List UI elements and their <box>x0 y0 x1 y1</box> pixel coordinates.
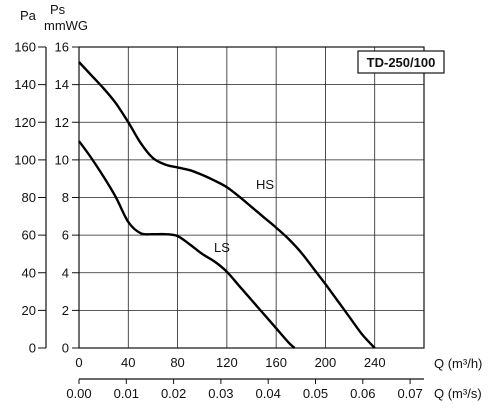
x-tick-label-m3s: 0.02 <box>161 386 186 401</box>
x-tick-label-m3h: 40 <box>121 355 135 370</box>
y-tick-label-mmwg: 6 <box>62 228 69 243</box>
x-tick-label-m3h: 160 <box>265 355 287 370</box>
x-tick-label-m3s: 0.00 <box>66 386 91 401</box>
y-tick-label-pa: 20 <box>22 303 36 318</box>
x-tick-label-m3h: 240 <box>364 355 386 370</box>
y-tick-label-mmwg: 8 <box>62 190 69 205</box>
x-tick-label-m3h: 80 <box>170 355 184 370</box>
curve-hs <box>78 61 376 349</box>
x-tick-label-m3s: 0.07 <box>397 386 422 401</box>
series-label-ls: LS <box>214 240 230 255</box>
curves <box>78 61 376 349</box>
y-tick-label-mmwg: 2 <box>62 303 69 318</box>
y-tick-label-mmwg: 4 <box>62 265 69 280</box>
y-tick-label-pa: 40 <box>22 265 36 280</box>
y-tick-label-pa: 0 <box>29 341 36 356</box>
y-tick-label-pa: 160 <box>14 40 36 55</box>
y-tick-label-pa: 60 <box>22 228 36 243</box>
y-tick-label-pa: 80 <box>22 190 36 205</box>
x-axis-label-m3s: Q (m³/s) <box>434 386 482 401</box>
x-axis-label-m3h: Q (m³/h) <box>434 356 482 371</box>
x-tick-label-m3s: 0.06 <box>350 386 375 401</box>
y-axis-label-mmwg: mmWG <box>44 18 88 33</box>
x-tick-label-m3s: 0.04 <box>256 386 281 401</box>
y-tick-label-mmwg: 14 <box>55 77 69 92</box>
y-tick-label-pa: 100 <box>14 152 36 167</box>
x-tick-label-m3h: 200 <box>315 355 337 370</box>
x-tick-label-m3s: 0.03 <box>208 386 233 401</box>
y-tick-label-mmwg: 16 <box>55 40 69 55</box>
grid <box>79 47 424 348</box>
x-tick-label-m3h: 120 <box>216 355 238 370</box>
y-tick-label-pa: 120 <box>14 115 36 130</box>
y-axis-label-pa: Pa <box>20 8 37 23</box>
y-tick-label-pa: 140 <box>14 77 36 92</box>
y-tick-label-mmwg: 10 <box>55 152 69 167</box>
curve-ls <box>78 140 296 349</box>
y-tick-label-mmwg: 0 <box>62 341 69 356</box>
model-badge <box>357 50 445 74</box>
y-axis-label-ps: Ps <box>50 2 66 17</box>
chart-title: TD-250/100 <box>367 55 436 70</box>
y-tick-label-mmwg: 12 <box>55 115 69 130</box>
x-tick-label-m3s: 0.01 <box>114 386 139 401</box>
x-tick-label-m3h: 0 <box>75 355 82 370</box>
x-tick-label-m3s: 0.05 <box>303 386 328 401</box>
series-label-hs: HS <box>256 177 274 192</box>
